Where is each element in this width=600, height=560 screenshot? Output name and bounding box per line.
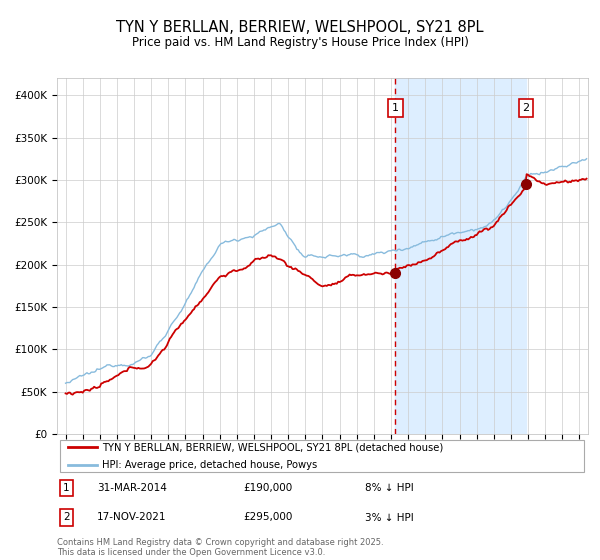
- Text: 8% ↓ HPI: 8% ↓ HPI: [365, 483, 414, 493]
- Text: Contains HM Land Registry data © Crown copyright and database right 2025.
This d: Contains HM Land Registry data © Crown c…: [57, 538, 383, 557]
- Text: 17-NOV-2021: 17-NOV-2021: [97, 512, 166, 522]
- Text: TYN Y BERLLAN, BERRIEW, WELSHPOOL, SY21 8PL (detached house): TYN Y BERLLAN, BERRIEW, WELSHPOOL, SY21 …: [102, 442, 443, 452]
- Text: HPI: Average price, detached house, Powys: HPI: Average price, detached house, Powy…: [102, 460, 317, 469]
- Text: 1: 1: [392, 103, 399, 113]
- Text: 3% ↓ HPI: 3% ↓ HPI: [365, 512, 414, 522]
- Text: £295,000: £295,000: [243, 512, 292, 522]
- Text: 1: 1: [63, 483, 70, 493]
- FancyBboxPatch shape: [59, 440, 584, 472]
- Text: 2: 2: [63, 512, 70, 522]
- Text: Price paid vs. HM Land Registry's House Price Index (HPI): Price paid vs. HM Land Registry's House …: [131, 36, 469, 49]
- Text: £190,000: £190,000: [243, 483, 292, 493]
- Bar: [395, 78, 526, 434]
- Text: 31-MAR-2014: 31-MAR-2014: [97, 483, 167, 493]
- Text: TYN Y BERLLAN, BERRIEW, WELSHPOOL, SY21 8PL: TYN Y BERLLAN, BERRIEW, WELSHPOOL, SY21 …: [116, 20, 484, 35]
- Text: 2: 2: [523, 103, 530, 113]
